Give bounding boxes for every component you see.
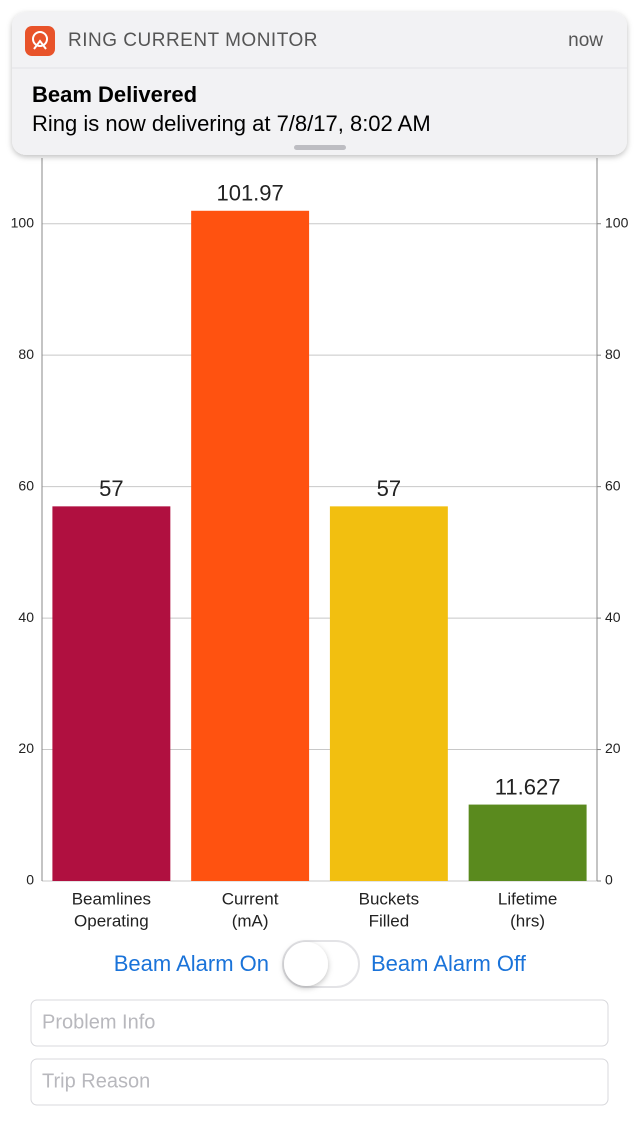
alarm-on-label[interactable]: Beam Alarm On (114, 951, 269, 976)
bar (191, 210, 310, 882)
y2-tick-label: 0 (605, 872, 613, 888)
y-tick-label: 60 (18, 477, 34, 493)
notification[interactable]: RING CURRENT MONITOR now Beam Delivered … (12, 12, 627, 155)
controls: Beam Alarm On Beam Alarm Off Problem Inf… (30, 940, 609, 1106)
y2-tick-label: 40 (605, 609, 621, 625)
value-label: 57 (99, 476, 123, 501)
notification-title: Beam Delivered (32, 82, 197, 107)
x-tick-label: Operating (74, 911, 149, 930)
alarm-off-label[interactable]: Beam Alarm Off (371, 951, 527, 976)
app-icon-glyph (33, 39, 47, 50)
y2-tick-label: 60 (605, 477, 621, 493)
x-tick-label: Lifetime (498, 889, 558, 908)
text-field[interactable] (30, 999, 609, 1047)
handle (294, 145, 346, 150)
y-tick-label: 0 (26, 872, 34, 888)
notification-body: Ring is now delivering at 7/8/17, 8:02 A… (32, 111, 431, 136)
value-label: 101.97 (216, 181, 283, 206)
app-icon-glyph (32, 31, 48, 47)
placeholder: Problem Info (42, 1011, 155, 1033)
placeholder: Trip Reason (42, 1070, 150, 1092)
y-tick-label: 20 (18, 740, 34, 756)
y2-tick-label: 20 (605, 740, 621, 756)
value-label: 57 (377, 476, 401, 501)
app-name: RING CURRENT MONITOR (68, 30, 318, 51)
bar (329, 506, 448, 881)
chart: 0 20 40 60 80 100 0 20 40 60 80 100 Beamlines Operati… (11, 158, 629, 930)
y-tick-label: 80 (18, 346, 34, 362)
y2-tick-label: 80 (605, 346, 621, 362)
x-tick-label: Beamlines (72, 889, 151, 908)
x-tick-label: Buckets (359, 889, 419, 908)
x-tick-label: (mA) (232, 911, 269, 930)
y-tick-label: 40 (18, 609, 34, 625)
value-label: 11.627 (495, 774, 561, 799)
x-tick-label: Filled (369, 911, 410, 930)
y-tick-label: 100 (11, 214, 35, 230)
bar (52, 506, 171, 881)
bar (468, 804, 587, 881)
x-tick-label: (hrs) (510, 911, 545, 930)
text-field[interactable] (30, 1058, 609, 1106)
toggle-knob[interactable] (284, 942, 328, 986)
notification-card[interactable] (12, 12, 627, 155)
time: now (568, 30, 603, 51)
x-tick-label: Current (222, 889, 279, 908)
y2-tick-label: 100 (605, 214, 629, 230)
